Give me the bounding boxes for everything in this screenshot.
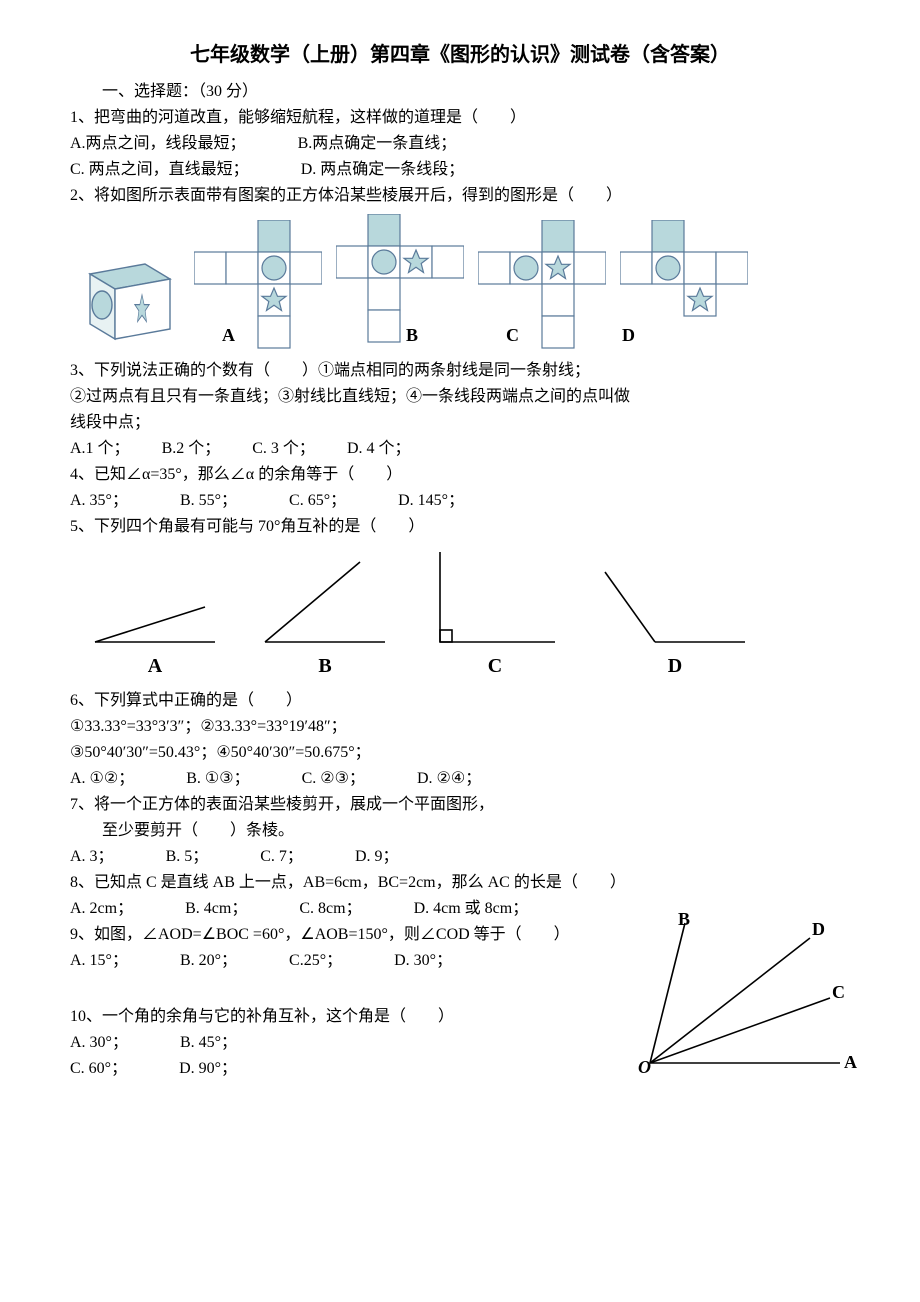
q8-opt-c: C. 8cm； xyxy=(299,897,361,921)
q5-angle-b xyxy=(260,547,390,647)
q2-label-a: A xyxy=(222,322,235,349)
q7-opt-a: A. 3； xyxy=(70,845,114,869)
q1-stem: 1、把弯曲的河道改直，能够缩短航程，这样做的道理是（ ） xyxy=(70,106,850,130)
q5-angle-d xyxy=(600,547,750,647)
q3-line3: 线段中点； xyxy=(70,411,850,435)
q1-opts-line2: C. 两点之间，直线最短； D. 两点确定一条线段； xyxy=(70,158,850,182)
q6-opt-a: A. ①②； xyxy=(70,767,134,791)
q6-opt-c: C. ②③； xyxy=(302,767,365,791)
q9-svg: O A C D B xyxy=(620,913,860,1073)
q10-opt-c: C. 60°； xyxy=(70,1057,127,1081)
q7-opt-c: C. 7； xyxy=(260,845,303,869)
q1-opts-line1: A.两点之间，线段最短； B.两点确定一条直线； xyxy=(70,132,850,156)
q2-label-b: B xyxy=(406,322,418,349)
q9-opt-a: A. 15°； xyxy=(70,949,128,973)
q1-opt-b: B.两点确定一条直线； xyxy=(298,132,457,156)
net-c-svg xyxy=(478,220,606,350)
q9-label-c: C xyxy=(832,982,845,1002)
q5-angle-a xyxy=(90,547,220,647)
q2-cube-3d xyxy=(70,249,180,349)
q6-stem: 6、下列算式中正确的是（ ） xyxy=(70,689,850,713)
q5-label-c: C xyxy=(430,651,560,681)
q5-label-a: A xyxy=(90,651,220,681)
q9-block: 9、如图，∠AOD=∠BOC =60°，∠AOB=150°，则∠COD 等于（ … xyxy=(70,923,850,1081)
q4-stem: 4、已知∠α=35°，那么∠α 的余角等于（ ） xyxy=(70,463,850,487)
q3-opt-d: D. 4 个； xyxy=(347,437,411,461)
q2-net-a: A xyxy=(194,220,322,349)
q3-line2: ②过两点有且只有一条直线；③射线比直线短；④一条线段两端点之间的点叫做 xyxy=(70,385,850,409)
q10-opt-a: A. 30°； xyxy=(70,1031,128,1055)
q6-opt-b: B. ①③； xyxy=(186,767,249,791)
q3-opt-a: A.1 个； xyxy=(70,437,130,461)
q8-opt-b: B. 4cm； xyxy=(185,897,247,921)
q5-stem: 5、下列四个角最有可能与 70°角互补的是（ ） xyxy=(70,515,850,539)
q9-label-a: A xyxy=(844,1052,857,1072)
q8-opt-d: D. 4cm 或 8cm； xyxy=(414,897,529,921)
net-d-svg xyxy=(620,220,748,350)
q6-line3: ③50°40′30″=50.43°；④50°40′30″=50.675°； xyxy=(70,741,850,765)
q2-label-d: D xyxy=(622,322,635,349)
q2-net-d: D xyxy=(620,220,748,349)
q9-label-o: O xyxy=(638,1057,651,1073)
q3-opts: A.1 个； B.2 个； C. 3 个； D. 4 个； xyxy=(70,437,850,461)
q5-label-row: A B C D xyxy=(70,651,850,681)
q2-label-c: C xyxy=(506,322,519,349)
q9-diagram: O A C D B xyxy=(620,913,860,1081)
q2-figure-row: A B xyxy=(70,214,850,349)
q6-line2: ①33.33°=33°3′3″；②33.33°=33°19′48″； xyxy=(70,715,850,739)
page-container: 七年级数学（上册）第四章《图形的认识》测试卷（含答案） 一、选择题：（30 分）… xyxy=(0,0,920,1143)
net-b-svg xyxy=(336,214,464,344)
q2-stem: 2、将如图所示表面带有图案的正方体沿某些棱展开后，得到的图形是（ ） xyxy=(70,184,850,208)
q6-opts: A. ①②； B. ①③； C. ②③； D. ②④； xyxy=(70,767,850,791)
q3-opt-b: B.2 个； xyxy=(162,437,221,461)
q9-opt-d: D. 30°； xyxy=(394,949,452,973)
q7-line2: 至少要剪开（ ）条棱。 xyxy=(70,819,850,843)
q7-stem: 7、将一个正方体的表面沿某些棱剪开，展成一个平面图形， xyxy=(70,793,850,817)
q1-opt-a: A.两点之间，线段最短； xyxy=(70,132,246,156)
q6-opt-d: D. ②④； xyxy=(417,767,481,791)
q9-opt-c: C.25°； xyxy=(289,949,342,973)
q1-opt-c: C. 两点之间，直线最短； xyxy=(70,158,249,182)
q9-label-b: B xyxy=(678,913,690,929)
q4-opt-b: B. 55°； xyxy=(180,489,237,513)
q4-opt-c: C. 65°； xyxy=(289,489,346,513)
q5-angle-c xyxy=(430,547,560,647)
q2-net-c: C xyxy=(478,220,606,349)
q4-opt-d: D. 145°； xyxy=(398,489,464,513)
q5-label-d: D xyxy=(600,651,750,681)
q2-net-b: B xyxy=(336,214,464,349)
q4-opts: A. 35°； B. 55°； C. 65°； D. 145°； xyxy=(70,489,850,513)
q4-opt-a: A. 35°； xyxy=(70,489,128,513)
q3-opt-c: C. 3 个； xyxy=(252,437,315,461)
q3-stem: 3、下列说法正确的个数有（ ）①端点相同的两条射线是同一条射线； xyxy=(70,359,850,383)
q1-opt-d: D. 两点确定一条线段； xyxy=(301,158,465,182)
q7-opt-d: D. 9； xyxy=(355,845,399,869)
page-title: 七年级数学（上册）第四章《图形的认识》测试卷（含答案） xyxy=(70,40,850,70)
q5-figure-row xyxy=(70,547,850,647)
q10-opt-d: D. 90°； xyxy=(179,1057,237,1081)
q8-opt-a: A. 2cm； xyxy=(70,897,133,921)
q5-label-b: B xyxy=(260,651,390,681)
section1-header: 一、选择题：（30 分） xyxy=(70,80,850,104)
q7-opt-b: B. 5； xyxy=(166,845,209,869)
q10-opt-b: B. 45°； xyxy=(180,1031,237,1055)
cube-3d-svg xyxy=(70,249,180,349)
net-a-svg xyxy=(194,220,322,350)
q7-opts: A. 3； B. 5； C. 7； D. 9； xyxy=(70,845,850,869)
q8-stem: 8、已知点 C 是直线 AB 上一点，AB=6cm，BC=2cm，那么 AC 的… xyxy=(70,871,850,895)
q9-label-d: D xyxy=(812,919,825,939)
q9-opt-b: B. 20°； xyxy=(180,949,237,973)
